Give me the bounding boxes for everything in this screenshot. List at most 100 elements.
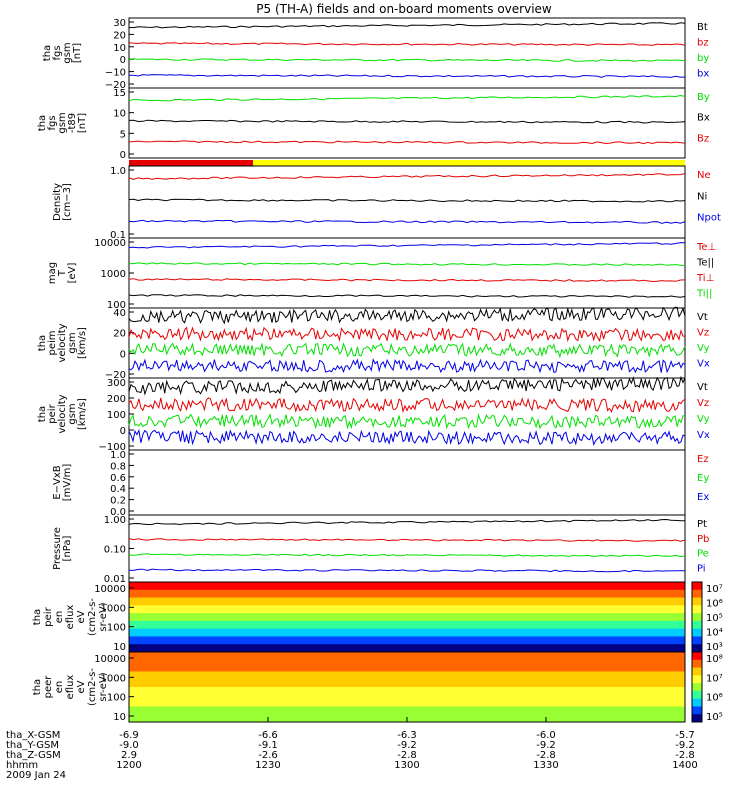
y-axis-label: gsm xyxy=(57,112,68,133)
legend-Vy: Vy xyxy=(697,343,710,354)
panel-pressure: 1.00 0.10 0.01 Pressure [nPa] Pt Pb Pe Pi xyxy=(52,514,709,585)
spectrogram-peer_en_efflux: 10000 1000 100 10 tha peer en eflux eV (cm2-s-sr-… xyxy=(32,651,723,723)
colorbar-segment xyxy=(692,644,702,653)
legend-Ti||: Ti|| xyxy=(696,289,712,300)
y-axis-label: tha xyxy=(42,45,53,61)
colorbar-tick-label: 10⁷ xyxy=(706,584,723,595)
colorbar-tick-label: 10⁶ xyxy=(706,599,723,610)
spectrogram-band xyxy=(129,613,685,618)
y-tick-label: 1000 xyxy=(101,269,126,280)
series-bx xyxy=(129,74,686,78)
x-tick-label: -9.0 xyxy=(119,740,139,751)
spectrogram-band xyxy=(129,593,685,599)
series-Te⊥ xyxy=(128,242,686,249)
colorbar-tick-label: 10⁸ xyxy=(706,654,723,665)
colorbar-segment xyxy=(692,690,702,700)
y-axis-label: eflux xyxy=(65,675,76,700)
y-axis-label: sr-eV) xyxy=(98,672,109,701)
spectrogram-band xyxy=(129,617,685,622)
y-axis-label: peir xyxy=(47,403,58,423)
y-tick-label: 0.01 xyxy=(104,574,126,585)
x-tick-label: 1200 xyxy=(116,760,141,771)
y-axis-label: en xyxy=(54,681,65,694)
series-Pi xyxy=(128,568,685,573)
series-Bx xyxy=(128,119,686,124)
y-axis-label: [nT] xyxy=(72,43,83,63)
y-axis-label: [km/s] xyxy=(77,398,88,430)
y-tick-label: 10000 xyxy=(94,238,126,249)
legend-Ti⊥: Ti⊥ xyxy=(696,273,714,284)
series-Vt xyxy=(128,306,686,325)
x-tick-label: -2.8 xyxy=(675,750,695,761)
spectrogram-band xyxy=(129,710,685,715)
x-tick-label: -9.2 xyxy=(536,740,556,751)
x-tick-label: -2.8 xyxy=(536,750,556,761)
y-tick-label: 30 xyxy=(113,18,126,29)
colorbar-tick-label: 10⁵ xyxy=(706,613,723,624)
legend-Ne: Ne xyxy=(697,170,711,181)
x-tick-label: -9.2 xyxy=(397,740,417,751)
series-Ti⊥ xyxy=(128,278,686,283)
series-Vy xyxy=(128,412,686,430)
y-tick-label: 0 xyxy=(120,150,126,161)
spectrogram-band xyxy=(129,597,685,602)
y-tick-label: 40 xyxy=(113,308,126,319)
y-axis-label: velocity xyxy=(57,323,68,362)
y-tick-label: 10000 xyxy=(94,584,126,595)
x-tick-label: 2.9 xyxy=(121,750,137,761)
series-Vt xyxy=(128,375,686,396)
x-tick-label: -6.6 xyxy=(258,730,278,741)
y-tick-label: 0 xyxy=(120,426,126,437)
colorbar-tick-label: 10⁴ xyxy=(706,628,723,639)
y-axis-label: E−VxB xyxy=(52,465,63,499)
spectrogram-band xyxy=(129,687,685,692)
colorbar-tick-label: 10³ xyxy=(706,642,723,653)
y-axis-label: fgs xyxy=(47,115,58,130)
colorbar-segment xyxy=(692,620,702,630)
legend-Pt: Pt xyxy=(697,519,707,530)
spectrogram-band xyxy=(129,702,685,707)
series-Ni xyxy=(128,198,686,203)
panel-efield: 1.00.80.60.40.20.0 E−VxB [mV/m] Ez Ey Ex xyxy=(52,449,709,518)
x-row-label: 2009 Jan 24 xyxy=(6,770,66,781)
spectrogram-band xyxy=(129,652,685,657)
series-Vz xyxy=(128,397,686,414)
series-Vy xyxy=(128,342,686,359)
colorbar-segment xyxy=(692,683,702,692)
series-by xyxy=(128,58,686,62)
x-row-label: tha_Z-GSM xyxy=(6,750,61,761)
y-tick-label: 0.1 xyxy=(110,230,126,241)
spectrogram-band xyxy=(129,628,685,634)
panel-peim_velocity: 40 20 0 −20 tha peim velocity gsm [km/s] Vt Vz Vy Vx xyxy=(37,306,710,381)
x-tick-label: -9.1 xyxy=(258,740,278,751)
colorbar-tick-label: 10⁵ xyxy=(706,712,723,723)
series-Pe xyxy=(128,553,686,558)
mode-bar-yellow xyxy=(253,160,685,166)
y-tick-label: 100 xyxy=(107,410,126,421)
spectrogram-peir_en_efflux: 10000 1000 100 10 tha peir en eflux eV (cm2-s-sr-… xyxy=(32,581,723,653)
legend-Pb: Pb xyxy=(697,534,709,545)
y-tick-label: 10 xyxy=(113,712,126,723)
y-axis-label: gsm xyxy=(67,332,78,353)
spectrogram-band xyxy=(129,714,685,719)
spectrogram-band xyxy=(129,667,685,672)
y-tick-label: 200 xyxy=(107,394,126,405)
x-tick-label: 1330 xyxy=(533,760,558,771)
legend-Vz: Vz xyxy=(697,328,709,339)
spectrogram-band xyxy=(129,632,685,637)
series-Te|| xyxy=(129,262,686,267)
colorbar-segment xyxy=(692,589,702,599)
y-axis-label: tha xyxy=(32,679,43,695)
legend-Vz: Vz xyxy=(697,398,709,409)
y-axis-label: T xyxy=(57,269,68,277)
y-axis-label: peer xyxy=(43,675,54,699)
colorbar-tick-label: 10⁷ xyxy=(706,673,723,684)
spectrogram-band xyxy=(129,706,685,711)
y-tick-label: 300 xyxy=(107,378,126,389)
series-Vx xyxy=(128,358,686,374)
x-tick-label: -2.6 xyxy=(258,750,278,761)
legend-Vy: Vy xyxy=(697,414,710,425)
spectrogram-band xyxy=(129,648,685,653)
series-Pt xyxy=(128,518,686,526)
